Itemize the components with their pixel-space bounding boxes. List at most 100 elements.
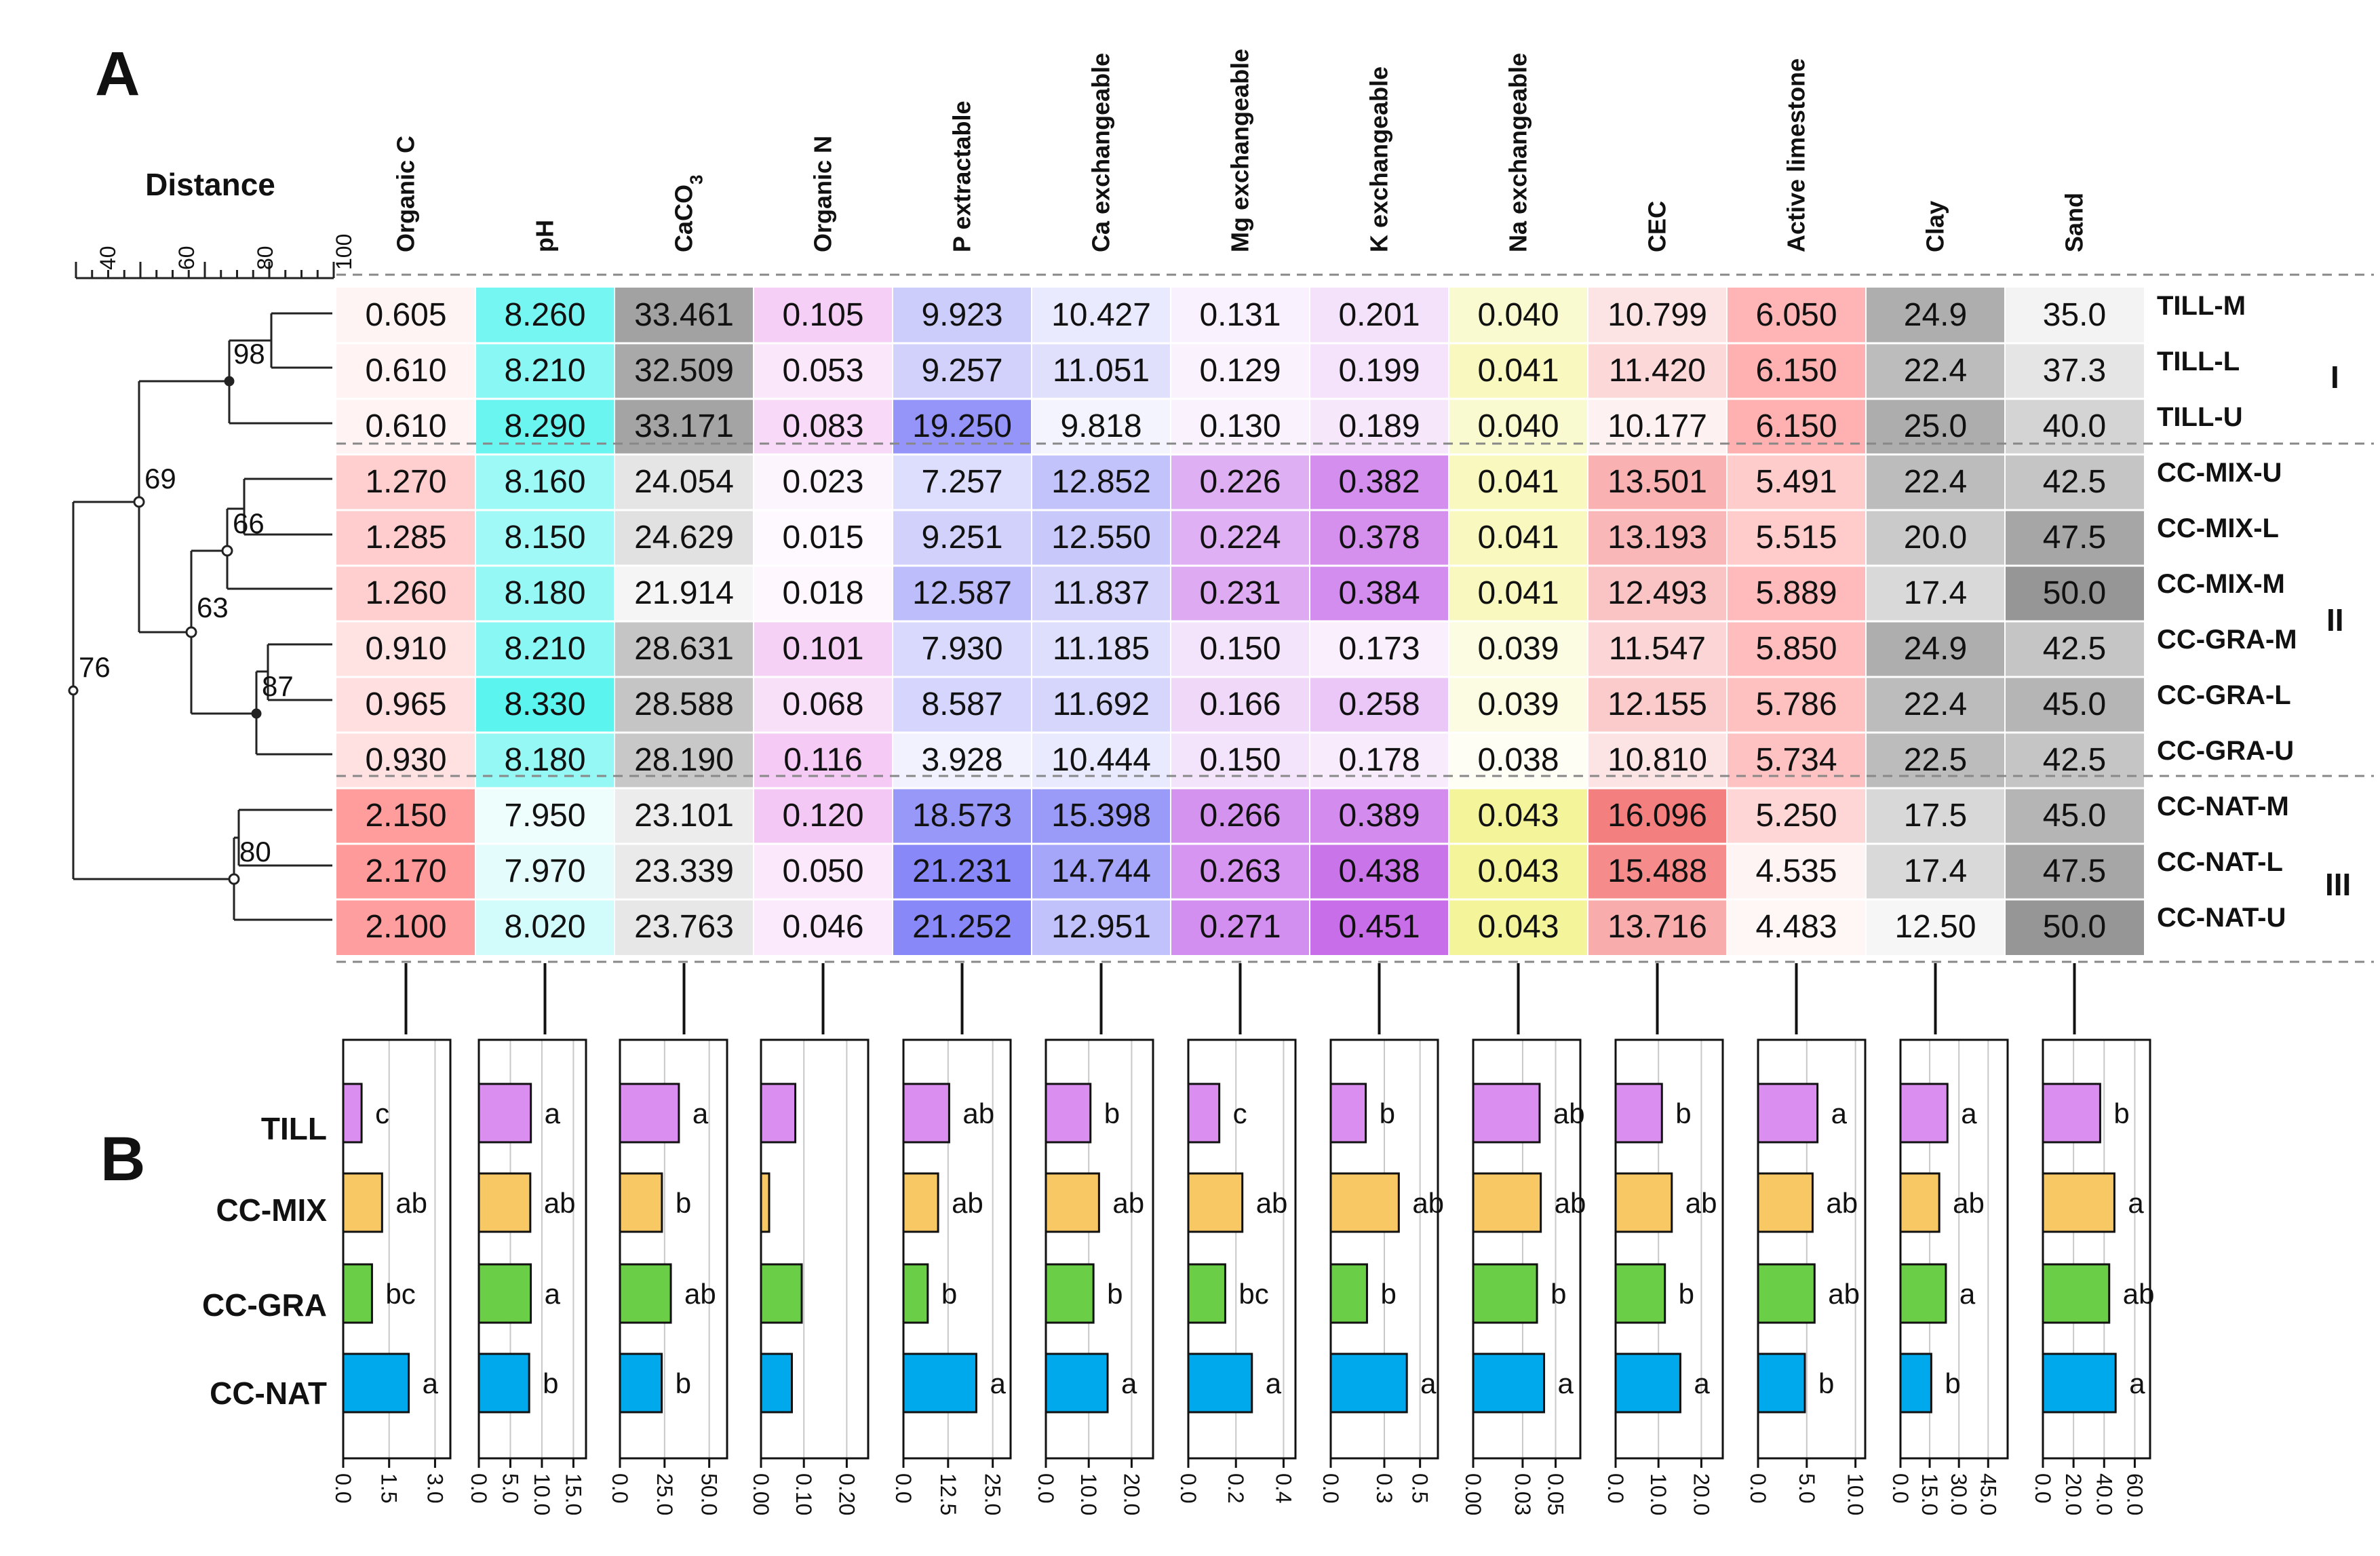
significance-letter: a [1121,1367,1137,1399]
significance-letter: ab [1685,1187,1717,1219]
heatmap-value: 8.020 [504,909,585,945]
heatmap-cell [1449,621,1588,677]
heatmap-cell [614,399,754,454]
dendrogram-node-label: 80 [239,836,271,868]
heatmap-cell [1588,621,1727,677]
heatmap-value: 14.744 [1051,853,1151,889]
bar [1329,1263,1368,1324]
significance-letter: c [375,1097,389,1129]
heatmap-cell [1310,510,1449,566]
heatmap-cell [1588,733,1727,788]
heatmap-cell [2005,288,2144,343]
dendrogram-node [228,873,240,885]
heatmap-value: 22.4 [1904,686,1967,722]
facet-frame [1757,1038,1867,1460]
heatmap-value: 5.250 [1755,798,1837,834]
bar [1329,1083,1367,1144]
heatmap-value: 35.0 [2043,297,2106,333]
facet-tick-label: 15.0 [1917,1473,1942,1515]
heatmap-cell [1588,454,1727,510]
heatmap-cell [1866,677,2005,733]
heatmap-value: 0.046 [782,909,863,945]
bar [477,1172,532,1233]
facet-frame [1614,1038,1724,1460]
bar [477,1353,530,1414]
bar-facet: 0.0 5.0 10.0 a ab ab b [1746,1038,1868,1515]
bar-facet: 0.00 0.10 0.20 [749,1038,870,1515]
heatmap-cell [1171,677,1310,733]
bar [1472,1263,1538,1324]
dendrogram-node-label: 69 [144,463,176,494]
heatmap-value: 47.5 [2043,520,2106,556]
heatmap-cell [1588,677,1727,733]
bar [902,1263,929,1324]
significance-letter: a [2129,1367,2145,1399]
heatmap-value: 10.427 [1051,297,1151,333]
facet-tick-label: 0.0 [331,1473,355,1503]
bar [342,1263,373,1324]
significance-letter: ab [1256,1187,1288,1219]
heatmap-cell [893,621,1032,677]
heatmap-value: 0.050 [782,853,863,889]
bar [2042,1172,2115,1233]
heatmap-cell [336,566,475,621]
heatmap-value: 0.389 [1338,798,1420,834]
sample-label: CC-MIX-M [2157,569,2285,599]
heatmap-cell [1727,677,1866,733]
heatmap-value: 0.043 [1477,853,1559,889]
heatmap-cell [1449,677,1588,733]
heatmap-value: 11.185 [1053,631,1150,667]
dendrogram-tick-label: 40 [96,246,120,270]
cluster-group-label: I [2330,359,2339,395]
heatmap-cell [475,621,614,677]
heatmap-value: 7.970 [504,853,585,889]
heatmap-cell [614,510,754,566]
facet-tick-label: 5.0 [498,1473,522,1503]
heatmap-cell [1310,343,1449,399]
heatmap-value: 28.190 [634,742,734,778]
bar [1614,1263,1666,1324]
heatmap-cell [1866,454,2005,510]
heatmap-cell [336,288,475,343]
significance-letter: b [1380,1278,1396,1310]
significance-letter: b [2113,1097,2129,1129]
heatmap-cell [336,899,475,955]
facet-frame [1472,1038,1582,1460]
heatmap-value: 0.266 [1199,798,1281,834]
bar [342,1353,410,1414]
heatmap-cell [2005,621,2144,677]
facet-tick-label: 0.05 [1544,1473,1568,1515]
bar [1899,1083,1949,1144]
heatmap-value: 13.716 [1607,909,1707,945]
facet-frame [1899,1038,2009,1460]
bar [1614,1172,1673,1233]
sample-label: CC-NAT-L [2157,847,2283,877]
heatmap-value: 0.166 [1199,686,1281,722]
facet-frame [902,1038,1012,1460]
significance-letter: ab [1412,1187,1444,1219]
bar [1614,1353,1681,1414]
heatmap-value: 16.096 [1607,798,1707,834]
heatmap-cell [754,399,893,454]
heatmap-cell [2005,788,2144,844]
significance-letter: a [1961,1097,1977,1129]
heatmap-value: 5.889 [1755,575,1837,611]
facet-tick-label: 0.0 [608,1473,632,1503]
heatmap-cell [1449,510,1588,566]
bar-category-label: CC-NAT [210,1376,327,1411]
heatmap-value: 37.3 [2043,353,2106,389]
heatmap-value: 12.50 [1894,909,1976,945]
heatmap-cell [1588,510,1727,566]
heatmap-cell [2005,399,2144,454]
heatmap-value: 0.053 [782,353,863,389]
heatmap-value: 0.043 [1477,798,1559,834]
dendrogram-node-label: 76 [79,651,111,683]
heatmap-cell [1727,621,1866,677]
bar [1045,1083,1092,1144]
panel-label-b: B [100,1125,145,1194]
heatmap-value: 15.488 [1607,853,1707,889]
heatmap-value: 0.018 [782,575,863,611]
heatmap-cell [893,510,1032,566]
